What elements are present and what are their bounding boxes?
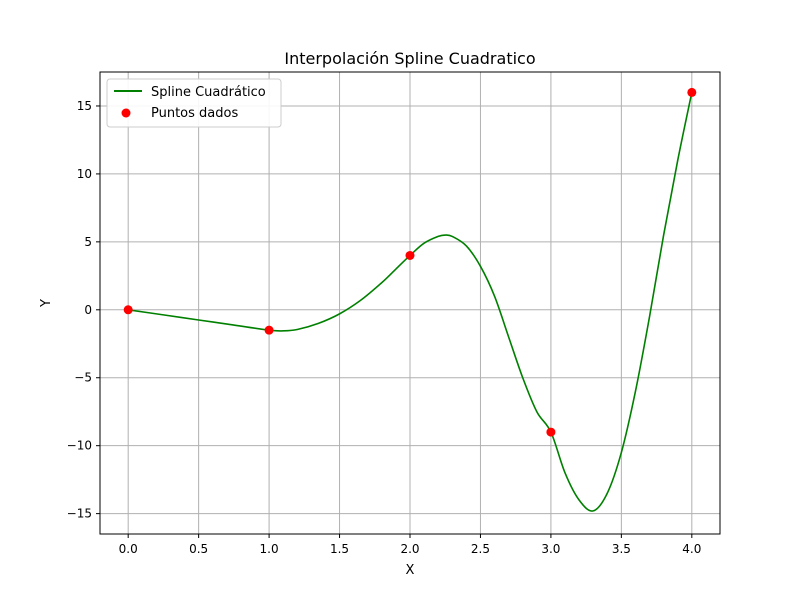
legend-marker-points <box>121 108 131 118</box>
x-axis-ticks: 0.0 0.5 1.0 1.5 2.0 2.5 3.0 3.5 4.0 <box>119 534 701 556</box>
data-point <box>123 305 133 315</box>
x-tick-label: 1.0 <box>260 542 279 556</box>
x-tick-label: 4.0 <box>682 542 701 556</box>
legend-label-spline: Spline Cuadrático <box>151 85 266 100</box>
data-point <box>546 427 556 437</box>
x-tick-label: 2.0 <box>400 542 419 556</box>
series-layer <box>123 87 697 512</box>
legend-box <box>106 78 282 128</box>
x-tick-label: 3.5 <box>612 542 631 556</box>
spline-line <box>128 92 693 512</box>
y-tick-label: 0 <box>84 303 92 317</box>
chart-title: Interpolación Spline Cuadratico <box>284 49 535 68</box>
legend-label-points: Puntos dados <box>151 106 238 121</box>
y-axis-label: Y <box>39 299 54 308</box>
data-point <box>405 250 415 260</box>
y-axis-ticks: −15 −10 −5 0 5 10 15 <box>67 99 100 521</box>
y-tick-label: 10 <box>77 167 92 181</box>
x-tick-label: 0.5 <box>189 542 208 556</box>
x-tick-label: 2.5 <box>471 542 490 556</box>
y-tick-label: 5 <box>84 235 92 249</box>
x-tick-label: 0.0 <box>119 542 138 556</box>
legend: Spline Cuadrático Puntos dados <box>106 78 282 128</box>
data-point <box>264 325 274 335</box>
y-tick-label: −15 <box>67 507 92 521</box>
x-tick-label: 3.0 <box>541 542 560 556</box>
grid <box>100 72 720 534</box>
y-tick-label: −10 <box>67 439 92 453</box>
y-tick-label: 15 <box>77 99 92 113</box>
x-tick-label: 1.5 <box>330 542 349 556</box>
y-tick-label: −5 <box>74 371 92 385</box>
data-point <box>687 87 697 97</box>
x-axis-label: X <box>406 563 415 578</box>
